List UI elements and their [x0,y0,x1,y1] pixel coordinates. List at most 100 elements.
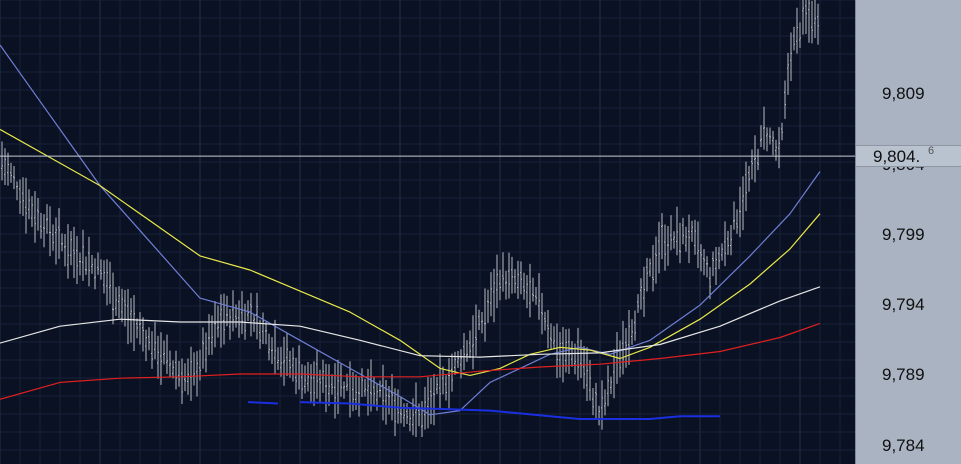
price-bar [607,365,609,407]
chart-plot-area[interactable] [0,0,855,464]
price-bar [307,362,309,392]
price-bar [754,135,756,183]
price-bar [403,403,405,427]
price-bar [49,206,51,257]
price-bar [205,332,207,373]
price-bar [226,295,228,327]
price-bar [280,346,282,377]
price-bar [115,287,117,316]
price-bar [7,152,9,186]
price-bar [268,333,270,361]
price-bar [250,293,252,337]
series-line-5 [299,401,720,420]
price-bar [148,327,150,351]
price-bar [70,231,72,266]
price-bar [727,230,729,255]
price-bar [394,388,396,437]
price-bar [475,304,477,356]
price-bar [304,365,306,394]
price-bar [55,217,57,265]
price-bar [139,312,141,345]
price-bar [19,179,21,214]
price-bar [337,359,339,414]
price-bar [247,300,249,321]
price-bar [790,32,792,81]
price-bar [430,377,432,425]
price-bar [295,357,297,395]
price-bar [733,201,735,230]
price-bar [568,328,570,374]
price-bar [106,259,108,306]
price-bar [817,3,819,45]
price-bar [340,364,342,397]
price-bar [655,236,657,284]
price-bar [757,148,759,171]
price-bar [595,382,597,420]
price-bar [271,337,273,365]
price-bar [535,287,537,305]
price-bar [787,52,789,95]
price-bar [718,246,720,270]
price-bar [433,374,435,426]
price-bar [799,22,801,48]
price-bar [652,244,654,292]
price-bar [493,268,495,323]
price-bar [802,0,804,35]
price-bar [673,231,675,249]
chart-svg [0,0,855,464]
price-bar [796,7,798,54]
price-bar [529,263,531,318]
price-bar [766,127,768,152]
current-price-main: 9,804. [873,147,921,167]
price-bar [175,350,177,390]
price-bar [466,340,468,362]
price-bar [667,226,669,266]
price-bar [91,254,93,274]
price-bar [193,352,195,386]
price-bar [241,291,243,335]
price-bar [730,224,732,256]
price-bar [238,300,240,338]
price-bar [592,388,594,416]
price-bar [586,347,588,401]
price-bar [229,309,231,340]
price-bar [463,332,465,371]
moving-average-lines [0,44,821,420]
price-bar [676,206,678,256]
price-bar [544,311,546,331]
price-bar [85,256,87,275]
price-bar [682,217,684,245]
price-bar [472,315,474,370]
price-bar [538,273,540,320]
price-bar [709,267,711,300]
price-bar [547,310,549,349]
price-bar [772,130,774,156]
price-tick-label: 9,789 [882,365,925,385]
price-bar [202,327,204,369]
price-bar [334,363,336,419]
price-bar [286,332,288,376]
price-bar [553,326,555,349]
price-bar [1,141,3,181]
price-bar [43,214,45,248]
price-bar [649,258,651,277]
price-bar [97,252,99,275]
price-bar [154,322,156,360]
price-bar [67,224,69,279]
price-bar [322,359,324,393]
price-bar [688,214,690,264]
price-bar [436,377,438,395]
price-bar [259,319,261,349]
price-bar [79,252,81,276]
price-bar [46,204,48,234]
price-bar [301,364,303,400]
price-bar [382,364,384,421]
price-bar [658,221,660,274]
price-bar [646,257,648,292]
price-bar [58,208,60,259]
price-bar [160,332,162,385]
price-bar [793,26,795,51]
price-bar [211,315,213,355]
price-bar [130,298,132,343]
